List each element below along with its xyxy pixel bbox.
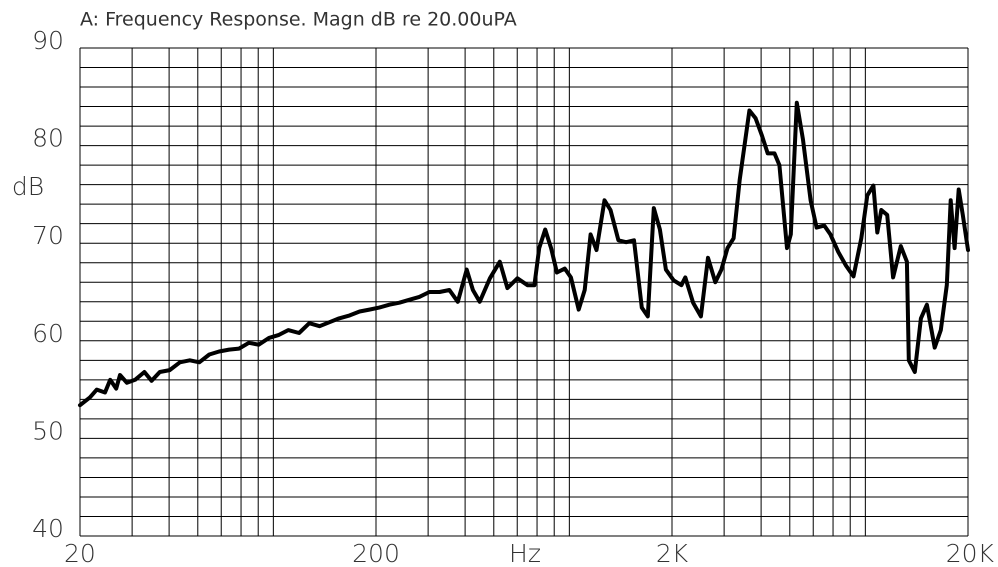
y-tick-label: 70 xyxy=(32,221,64,250)
y-axis-label: dB xyxy=(12,172,44,201)
x-tick-label: 20 xyxy=(64,539,96,567)
x-tick-label: 20K xyxy=(946,539,995,567)
x-tick-label: 2K xyxy=(656,539,689,567)
y-tick-label: 80 xyxy=(32,124,64,153)
x-tick-label: 200 xyxy=(352,539,400,567)
y-tick-label: 60 xyxy=(32,319,64,348)
chart-title: A: Frequency Response. Magn dB re 20.00u… xyxy=(80,9,517,31)
y-tick-label: 50 xyxy=(32,416,64,445)
data-line xyxy=(78,100,970,408)
y-tick-label: 40 xyxy=(32,514,64,543)
y-tick-label: 90 xyxy=(32,26,64,55)
x-axis-label: Hz xyxy=(509,539,541,567)
